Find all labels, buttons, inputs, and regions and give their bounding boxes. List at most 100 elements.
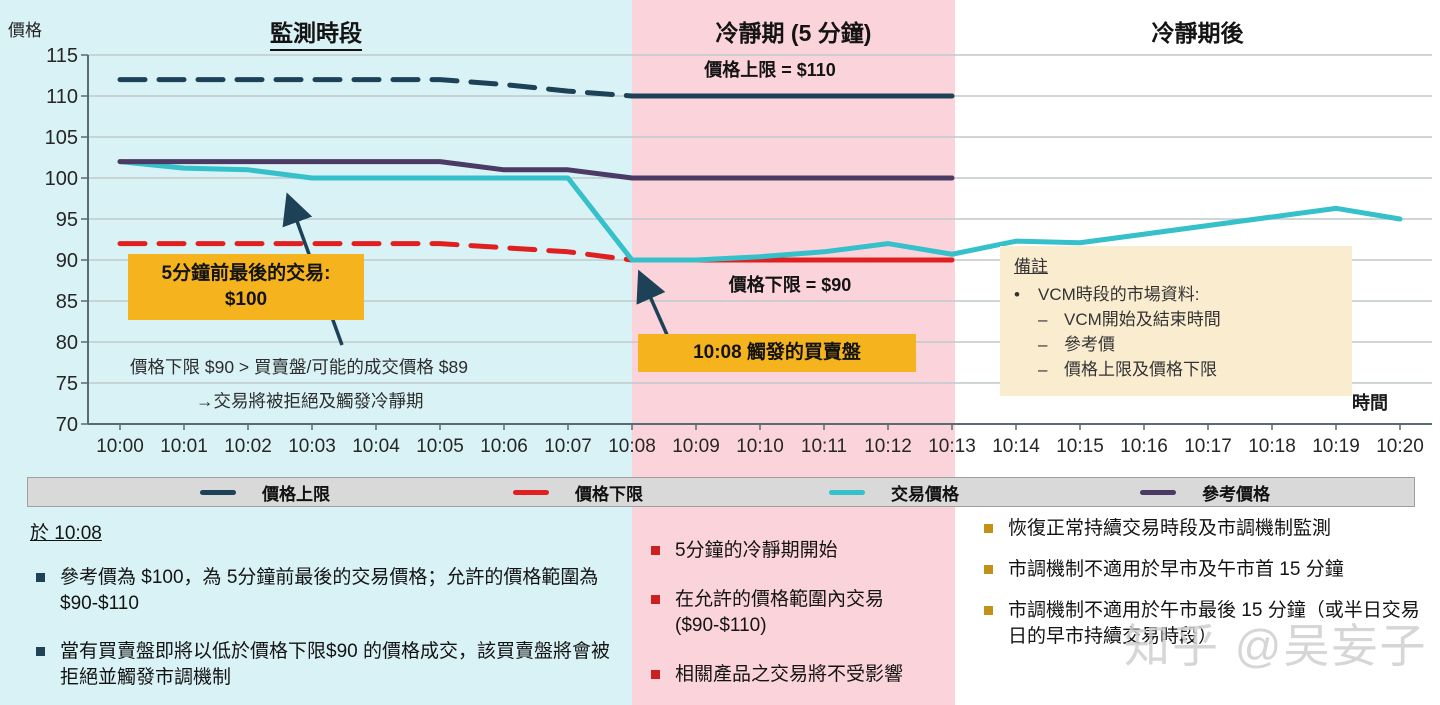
section-cooling-text: 5分鐘的冷靜期開始在允許的價格範圍內交易 ($90-$110) 相關產品之交易將不… [645, 538, 945, 705]
monitoring-bullet-list: 參考價為 $100，為 5分鐘前最後的交易價格；允許的價格範圍為 $90-$11… [30, 565, 618, 691]
x-tick-label: 10:10 [736, 436, 784, 457]
note-sub-item-text: 參考價 [1064, 335, 1115, 354]
bullet-text: 市調機制不適用於早市及午市首 15 分鐘 [1008, 559, 1344, 580]
legend-label: 價格上限 [262, 484, 330, 504]
y-tick-label: 80 [56, 332, 78, 354]
cooling-bullet-list: 5分鐘的冷靜期開始在允許的價格範圍內交易 ($90-$110) 相關產品之交易將不… [645, 538, 945, 688]
bullet-item: 市調機制不適用於早市及午市首 15 分鐘 [978, 557, 1434, 583]
arrow-to-triggered-order [636, 269, 670, 338]
bullet-square-icon [651, 595, 660, 604]
bullet-item: 當有買賣盤即將以低於價格下限$90 的價格成交，該買賣盤將會被拒絕並觸發市調機制 [30, 639, 618, 691]
section-monitoring-text: 於 10:08 參考價為 $100，為 5分鐘前最後的交易價格；允許的價格範圍為… [30, 518, 618, 705]
bullet-item: 市調機制不適用於午市最後 15 分鐘（或半日交易日的早市持續交易時段） [978, 598, 1434, 650]
series-參考價格 [117, 159, 955, 181]
bullet-square-icon [984, 606, 993, 615]
bullet-item: 相關產品之交易將不受影響 [645, 662, 945, 688]
y-tick-label: 90 [56, 250, 78, 272]
callout-last-trade-box: 5分鐘前最後的交易: $100 [128, 254, 364, 320]
x-tick-label: 10:04 [352, 436, 400, 457]
x-tick-label: 10:08 [608, 436, 656, 457]
watermark: 知乎 @吴妄子 [1124, 620, 1428, 672]
y-tick-label: 100 [45, 168, 78, 190]
header-monitoring-period-label: 監測時段 [270, 20, 362, 51]
y-tick-label: 105 [45, 127, 78, 149]
x-tick-label: 10:18 [1248, 436, 1296, 457]
after-bullet-list: 恢復正常持續交易時段及市調機制監測 市調機制不適用於早市及午市首 15 分鐘市調機… [978, 516, 1434, 650]
series-交易價格 [117, 159, 1403, 263]
y-tick-label: 110 [46, 86, 78, 108]
bullet-item: 在允許的價格範圍內交易 ($90-$110) [645, 587, 945, 639]
bullet-text: 5分鐘的冷靜期開始 [675, 540, 838, 561]
upper-limit-annotation: 價格上限 = $110 [704, 60, 836, 80]
bullet-text: 相關產品之交易將不受影響 [675, 664, 904, 685]
legend-line-sample-icon [829, 489, 865, 495]
header-after-cooling-off: 冷靜期後 [955, 14, 1440, 48]
series-價格下限-dashed [117, 241, 635, 263]
header-cooling-off-period-label: 冷靜期 (5 分鐘) [715, 20, 872, 46]
legend-label: 價格下限 [575, 484, 643, 504]
note-box-sub-items: – VCM開始及結束時間 – 參考價 – 價格上限及價格下限 [1014, 307, 1338, 382]
bullet-text: 參考價為 $100，為 5分鐘前最後的交易價格；允許的價格範圍為 $90-$11… [60, 567, 599, 614]
note-box-title: 備註 [1014, 257, 1048, 276]
y-axis-title: 價格 [8, 21, 42, 40]
x-tick-label: 10:00 [96, 436, 144, 457]
y-tick-label: 115 [46, 45, 78, 67]
lower-limit-annotation: 價格下限 = $90 [728, 275, 852, 295]
x-tick-label: 10:07 [544, 436, 592, 457]
note-box: 備註 • VCM時段的市場資料: – VCM開始及結束時間 – 參考價 – 價格上限及價格… [1000, 246, 1352, 396]
x-tick-label: 10:13 [928, 436, 976, 457]
x-tick-label: 10:05 [416, 436, 464, 457]
section-after-text: 恢復正常持續交易時段及市調機制監測 市調機制不適用於早市及午市首 15 分鐘市調機… [978, 516, 1434, 665]
y-tick-label: 85 [56, 291, 78, 313]
callout-last-trade-line1: 5分鐘前最後的交易: [161, 263, 331, 284]
dash-icon: – [1038, 335, 1048, 354]
bullet-square-icon [984, 524, 993, 533]
legend-label: 參考價格 [1202, 484, 1270, 504]
y-tick-label: 70 [56, 414, 78, 436]
x-tick-label: 10:03 [288, 436, 336, 457]
bullet-text: 市調機制不適用於午市最後 15 分鐘（或半日交易日的早市持續交易時段） [1008, 600, 1420, 647]
zone-monitoring-period [0, 0, 632, 705]
note-sub-item-text: VCM開始及結束時間 [1064, 310, 1221, 329]
reject-note-line1: 價格下限 $90 > 買賣盤/可能的成交價格 $89 [130, 357, 468, 377]
dash-icon: – [1038, 310, 1048, 329]
x-tick-label: 10:20 [1376, 436, 1424, 457]
y-tick-label: 75 [56, 373, 78, 395]
legend-line-sample-icon [200, 489, 236, 495]
bullet-text: 在允許的價格範圍內交易 ($90-$110) [675, 589, 885, 636]
note-box-bullet-text: VCM時段的市場資料: [1038, 285, 1200, 304]
bullet-text: 恢復正常持續交易時段及市調機制監測 [1008, 518, 1332, 539]
note-sub-item: – 參考價 [1014, 332, 1338, 357]
note-sub-item: – 價格上限及價格下限 [1014, 357, 1338, 382]
header-monitoring-period: 監測時段 [0, 14, 632, 51]
callout-last-trade-line2: $100 [224, 289, 268, 310]
legend-item: 參考價格 [1140, 478, 1270, 506]
dash-icon: – [1038, 360, 1048, 379]
x-tick-label: 10:12 [864, 436, 912, 457]
x-tick-label: 10:19 [1312, 436, 1360, 457]
bullet-square-icon [651, 670, 660, 679]
x-tick-label: 10:09 [672, 436, 720, 457]
callout-triggered-order-box: 10:08 觸發的買賣盤 [638, 334, 916, 372]
legend-item: 價格下限 [513, 478, 643, 506]
bullet-square-icon [36, 647, 45, 656]
bullet-square-icon [36, 573, 45, 582]
bullet-square-icon [651, 546, 660, 555]
legend-item: 交易價格 [829, 478, 959, 506]
bullet-item: 參考價為 $100，為 5分鐘前最後的交易價格；允許的價格範圍為 $90-$11… [30, 565, 618, 617]
legend-label: 交易價格 [891, 484, 959, 504]
note-sub-item-text: 價格上限及價格下限 [1064, 360, 1217, 379]
bullet-square-icon [984, 565, 993, 574]
header-cooling-off-period: 冷靜期 (5 分鐘) [632, 14, 955, 48]
legend-line-sample-icon [513, 489, 549, 495]
chart-legend-bar: 價格上限 價格下限 交易價格 參考價格 [27, 477, 1415, 507]
x-tick-label: 10:15 [1056, 436, 1104, 457]
note-box-bullet-row: • VCM時段的市場資料: [1014, 282, 1338, 307]
x-tick-label: 10:16 [1120, 436, 1168, 457]
legend-line-sample-icon [1140, 489, 1176, 495]
bullet-text: 當有買賣盤即將以低於價格下限$90 的價格成交，該買賣盤將會被拒絕並觸發市調機制 [60, 641, 610, 688]
bullet-dot-icon: • [1014, 285, 1020, 304]
reject-note-line2: →交易將被拒絕及觸發冷靜期 [196, 391, 424, 411]
bullet-item: 恢復正常持續交易時段及市調機制監測 [978, 516, 1434, 542]
